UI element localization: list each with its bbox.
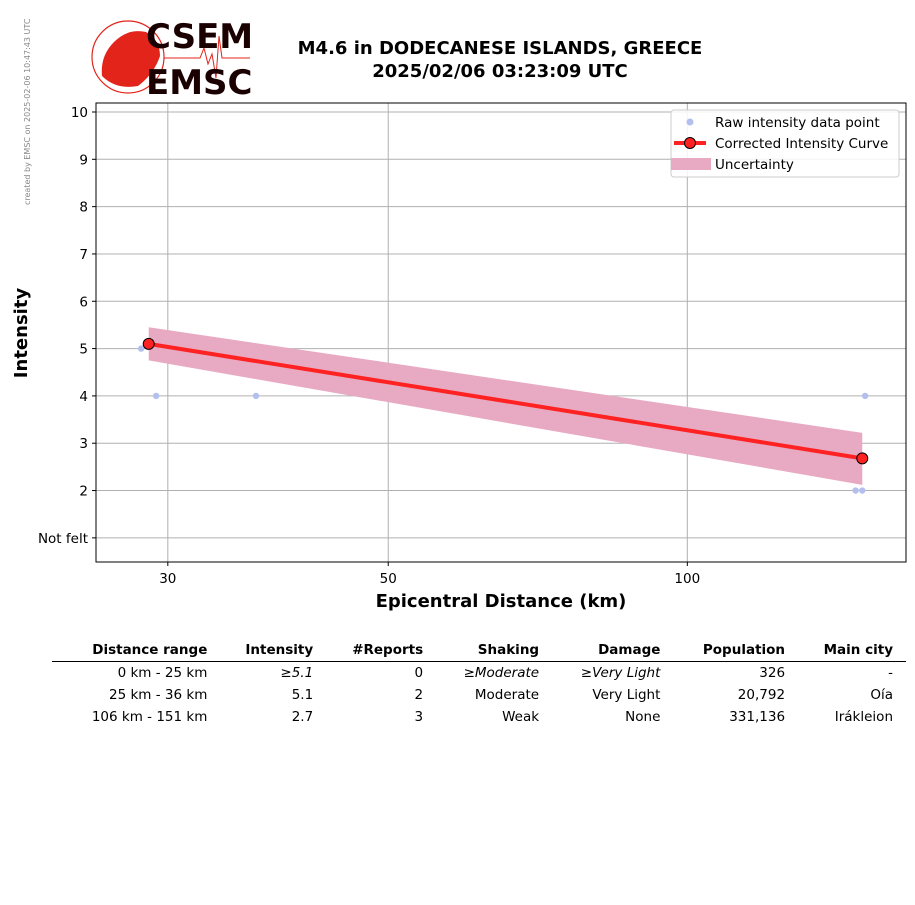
table-cell: 326	[759, 665, 786, 681]
y-tick-label: 4	[79, 389, 88, 405]
legend-curve-label: Corrected Intensity Curve	[715, 136, 888, 152]
x-tick-label: 100	[674, 571, 700, 587]
europe-map-icon	[101, 31, 160, 87]
chart-title-line2: 2025/02/06 03:23:09 UTC	[372, 61, 628, 82]
raw-data-point	[859, 487, 866, 494]
table-cell: 106 km - 151 km	[91, 709, 208, 725]
column-header: #Reports	[326, 640, 437, 662]
raw-points	[137, 345, 869, 494]
column-header: Population	[673, 640, 799, 662]
corrected-curve	[142, 337, 869, 465]
y-tick-label: 6	[79, 294, 88, 310]
table-cell: Very Light	[592, 687, 661, 703]
legend-raw-label: Raw intensity data point	[715, 115, 880, 131]
uncertainty-area	[148, 327, 863, 485]
table-cell: 20,792	[737, 687, 786, 703]
legend-band-label: Uncertainty	[715, 157, 794, 173]
y-tick-label: 3	[79, 436, 88, 452]
column-header: Distance range	[52, 640, 221, 662]
plot-frame	[95, 102, 907, 563]
y-tick-label: 9	[79, 152, 88, 168]
table-cell: Oía	[870, 687, 893, 703]
table-cell: None	[625, 709, 661, 725]
table-cell: ≥5.1	[280, 665, 314, 681]
x-axis-label: Epicentral Distance (km)	[376, 591, 627, 612]
intensity-table: Distance range Intensity #Reports Shaking Da…	[52, 640, 906, 728]
chart-title-line1: M4.6 in DODECANESE ISLANDS, GREECE	[297, 38, 703, 59]
uncertainty-band	[148, 327, 863, 485]
y-tick-label: 10	[71, 105, 88, 121]
raw-data-point	[252, 392, 260, 400]
globe-icon	[91, 20, 165, 94]
legend-raw-marker	[686, 118, 694, 126]
corrected-curve-point	[856, 452, 869, 465]
y-tick-label: 2	[79, 484, 88, 500]
table-cell: ≥Very Light	[580, 665, 661, 681]
table-cell: -	[888, 665, 893, 681]
table-cell: Moderate	[474, 687, 540, 703]
x-tick-label: 30	[159, 571, 176, 587]
table-cell: 5.1	[291, 687, 314, 703]
y-tick-label: 7	[79, 247, 88, 263]
table-cell: 0	[414, 665, 424, 681]
raw-data-point	[861, 392, 869, 400]
corrected-curve-line	[148, 341, 863, 461]
logo-text-bottom: EMSC	[146, 63, 253, 98]
table-cell: ≥Moderate	[463, 665, 540, 681]
intensity-chart: 30 50 100 Not felt 2 3 4 5 6 7 8 9 10 Epicentral Dis…	[11, 102, 907, 612]
column-header: Main city	[798, 640, 906, 662]
y-tick-label: 5	[79, 342, 88, 358]
raw-data-point	[852, 487, 859, 494]
seismogram-icon	[164, 35, 250, 79]
table-cell: 2	[414, 687, 424, 703]
table-row: 106 km - 151 km 2.7 3 Weak None 331,136 Irákle…	[52, 706, 906, 728]
column-header: Damage	[552, 640, 674, 662]
raw-data-point	[137, 345, 145, 352]
ticks: 30 50 100 Not felt 2 3 4 5 6 7 8 9 10	[38, 105, 700, 587]
y-tick-label: 8	[79, 200, 88, 216]
table-cell: 331,136	[729, 709, 786, 725]
table-cell: 25 km - 36 km	[109, 687, 208, 703]
column-header: Intensity	[220, 640, 327, 662]
table-header: Distance range Intensity #Reports Shaking Da…	[52, 640, 906, 662]
csem-emsc-logo: CSEM EMSC	[91, 17, 253, 98]
legend-band-swatch	[671, 158, 711, 170]
table-row: 25 km - 36 km 5.1 2 Moderate Very Light 20,79…	[52, 684, 906, 706]
raw-data-point	[152, 392, 160, 400]
legend-curve-marker	[684, 137, 696, 149]
table-cell: 0 km - 25 km	[117, 665, 208, 681]
table-cell: Irákleion	[834, 709, 893, 725]
y-axis-label: Intensity	[11, 288, 32, 379]
table-cell: 3	[414, 709, 424, 725]
logo-text-top: CSEM	[146, 17, 253, 57]
legend: Raw intensity data point Corrected Inten…	[670, 109, 900, 178]
corrected-curve-point	[142, 337, 155, 350]
x-tick-label: 50	[380, 571, 397, 587]
y-tick-label: Not felt	[38, 531, 88, 547]
table-cell: Weak	[502, 709, 540, 725]
column-header: Shaking	[436, 640, 553, 662]
table-cell: 2.7	[291, 709, 314, 725]
table-row: 0 km - 25 km ≥5.1 0 ≥Moderate ≥Very Light 326…	[52, 662, 906, 685]
